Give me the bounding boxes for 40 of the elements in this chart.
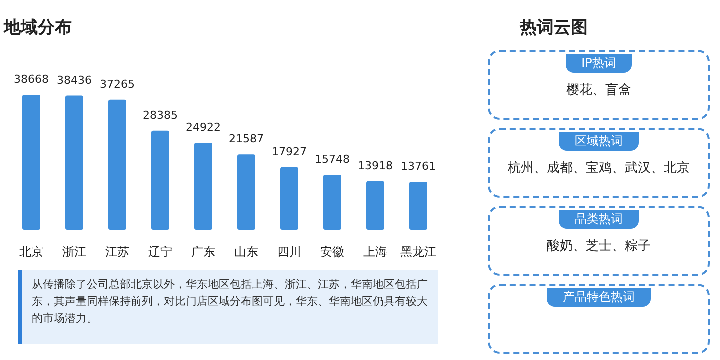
text: 酸奶、芝士、粽子	[546, 238, 652, 255]
data-label: 24922	[186, 120, 221, 134]
bar	[410, 182, 428, 230]
data-label: 38436	[57, 74, 92, 87]
chart-title: 地域分布	[4, 17, 72, 39]
data-label: 15748	[315, 153, 350, 166]
text: 热词云图	[520, 17, 588, 39]
bar	[280, 167, 298, 230]
x-tick-label: 四川	[278, 245, 302, 259]
bar	[324, 175, 342, 230]
bar	[108, 100, 126, 230]
data-label: 28385	[143, 108, 178, 122]
x-tick-label: 黑龙江	[400, 245, 436, 259]
data-label: 13761	[401, 160, 436, 173]
data-label: 37265	[100, 78, 135, 91]
text: 区域热词	[559, 132, 639, 151]
text: 杭州、成都、宝鸡、武汉、北京	[507, 160, 691, 177]
text: IP热词	[566, 54, 632, 73]
data-label: 21587	[229, 132, 264, 146]
bar	[22, 95, 40, 230]
x-tick-label: 山东	[234, 245, 258, 259]
x-tick-label: 北京	[20, 245, 44, 259]
bar	[66, 96, 84, 230]
x-tick-label: 江苏	[106, 245, 130, 259]
x-tick-label: 辽宁	[148, 245, 172, 259]
bar	[366, 181, 384, 230]
data-label: 38668	[14, 73, 49, 86]
x-tick-label: 广东	[192, 245, 216, 259]
x-tick-label: 上海	[364, 245, 388, 259]
data-label: 13918	[358, 159, 393, 172]
x-tick-label: 浙江	[62, 245, 86, 259]
x-tick-label: 安徽	[320, 245, 344, 259]
bar	[238, 154, 256, 230]
data-label: 17927	[272, 145, 307, 158]
text: 品类热词	[559, 210, 639, 229]
bar	[194, 142, 212, 230]
text: 从传播除了公司总部北京以外，华东地区包括上海、浙江、江苏，华南地区包括广东，其声量同样保持前列，对比门店区域分布图可见，华东、华南地区仍具有较大的市场潜力。	[18, 270, 438, 344]
text: 樱花、盲盒	[566, 82, 632, 99]
text: 产品特色热词	[547, 288, 651, 307]
bar	[152, 130, 170, 230]
